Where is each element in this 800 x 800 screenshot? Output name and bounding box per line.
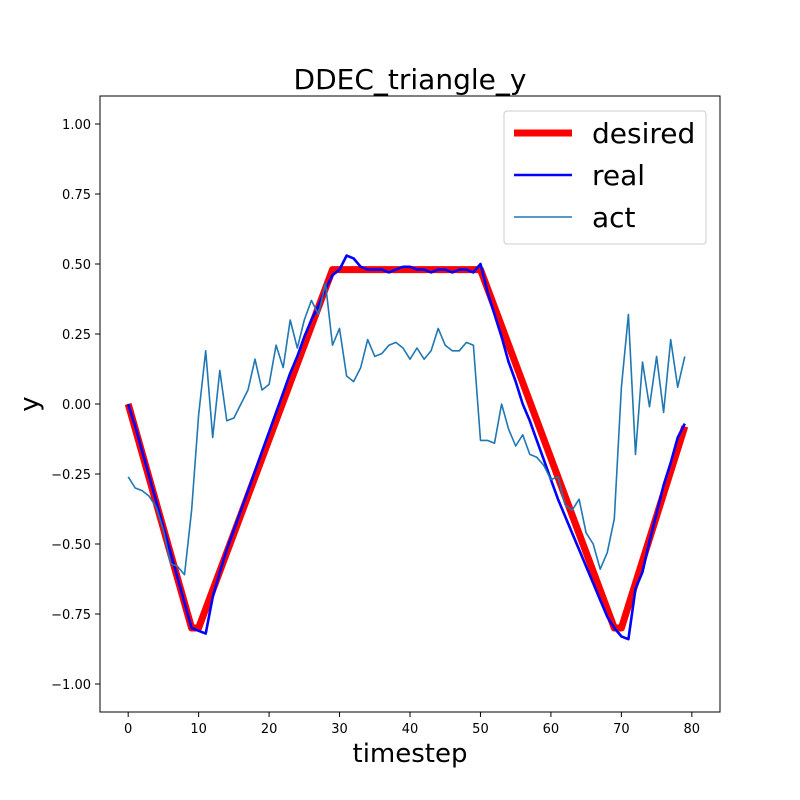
y-tick-label: −0.75	[51, 608, 91, 623]
x-tick-label: 40	[402, 722, 419, 737]
legend-box	[503, 110, 707, 245]
y-tick-label: 0.25	[62, 328, 91, 343]
x-tick-label: 70	[613, 722, 630, 737]
plot-area	[124, 254, 689, 641]
y-axis-label: y	[15, 396, 45, 411]
x-axis-ticks: 0 10 20 30 40 50 60 70 80	[124, 712, 700, 737]
y-tick-label: 0.75	[62, 188, 91, 203]
x-tick-label: 0	[124, 722, 132, 737]
series-line-act	[127, 282, 686, 576]
y-tick-label: 1.00	[62, 118, 91, 133]
legend-label-real: real	[592, 159, 645, 192]
y-tick-label: 0.50	[62, 258, 91, 273]
x-tick-label: 10	[190, 722, 207, 737]
x-tick-label: 50	[472, 722, 489, 737]
legend-label-desired: desired	[592, 117, 695, 150]
x-tick-label: 20	[261, 722, 278, 737]
y-axis-ticks: −1.00 −0.75 −0.50 −0.25 0.00 0.25 0.50 0.75 1.00	[51, 118, 100, 693]
chart-title: DDEC_triangle_y	[294, 63, 527, 96]
legend-label-act: act	[592, 201, 636, 234]
y-tick-label: 0.00	[62, 398, 91, 413]
y-tick-label: −0.25	[51, 468, 91, 483]
x-axis-label: timestep	[353, 739, 468, 769]
y-tick-label: −1.00	[51, 678, 91, 693]
legend: desired real act	[503, 110, 707, 245]
y-tick-label: −0.50	[51, 538, 91, 553]
x-tick-label: 60	[543, 722, 560, 737]
series-line-real	[126, 254, 686, 641]
x-tick-label: 30	[331, 722, 348, 737]
x-tick-label: 80	[684, 722, 701, 737]
